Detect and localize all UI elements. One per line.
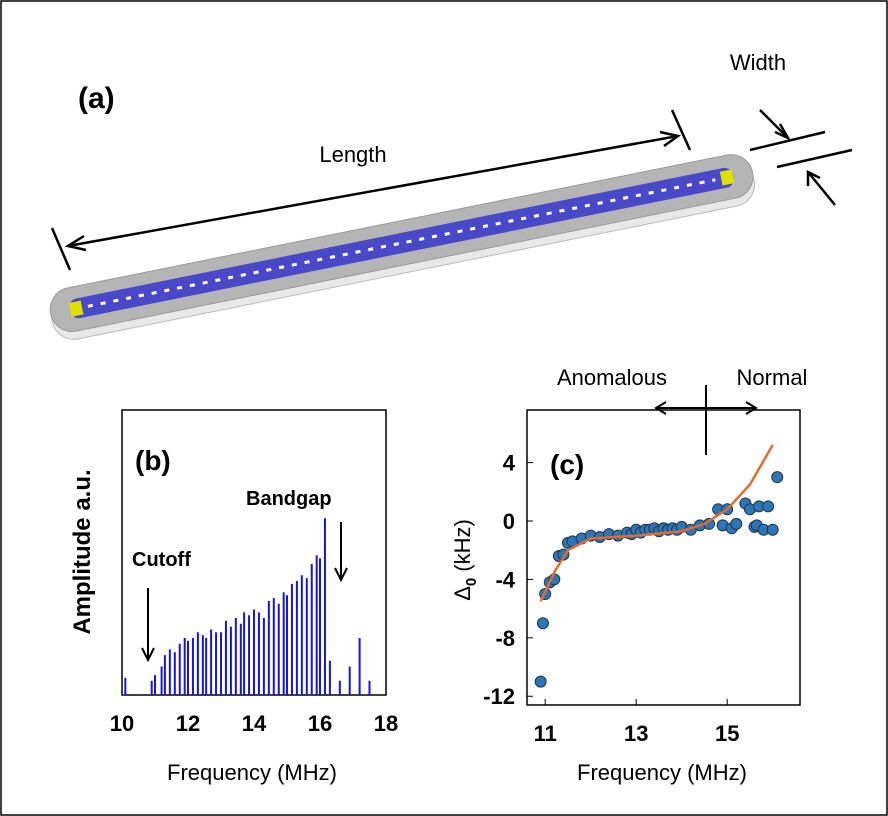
- y-tick-label: 4: [503, 451, 516, 476]
- x-tick-label: 14: [242, 711, 267, 736]
- panel-label: (b): [135, 445, 171, 476]
- y-tick-label: -12: [483, 684, 515, 709]
- width-label: Width: [730, 50, 786, 75]
- point: [763, 501, 774, 512]
- annotation: Anomalous: [557, 365, 667, 390]
- point: [767, 524, 778, 535]
- y-tick-label: -4: [495, 567, 515, 592]
- x-tick-label: 16: [308, 711, 332, 736]
- y-axis-label: Amplitude a.u.: [69, 469, 96, 634]
- x-tick-label: 18: [374, 711, 398, 736]
- point: [537, 618, 548, 629]
- annotation: Normal: [737, 365, 808, 390]
- x-axis-label: Frequency (MHz): [167, 760, 337, 785]
- annotation: Bandgap: [246, 488, 332, 510]
- x-tick-label: 10: [110, 711, 134, 736]
- x-tick-label: 12: [176, 711, 200, 736]
- y-tick-label: 0: [503, 509, 515, 534]
- y-axis-label-subscript: 0: [463, 578, 480, 586]
- x-tick-label: 11: [534, 721, 557, 746]
- x-tick-label: 13: [624, 721, 648, 746]
- y-tick-label: -8: [495, 626, 515, 651]
- panel-label: (a): [78, 82, 115, 115]
- point: [535, 676, 546, 687]
- point: [731, 518, 742, 529]
- y-axis-label-unit: (kHz): [450, 519, 475, 572]
- y-axis-label-symbol: Δ: [450, 586, 475, 601]
- panel-label: (c): [550, 449, 584, 480]
- x-axis-label: Frequency (MHz): [577, 760, 747, 785]
- figure: (a) Length Width (b) Amplitude a.u. Freq…: [0, 0, 888, 816]
- point: [772, 472, 783, 483]
- annotation: Cutoff: [132, 549, 191, 571]
- length-label: Length: [319, 142, 386, 167]
- x-tick-label: 15: [715, 721, 739, 746]
